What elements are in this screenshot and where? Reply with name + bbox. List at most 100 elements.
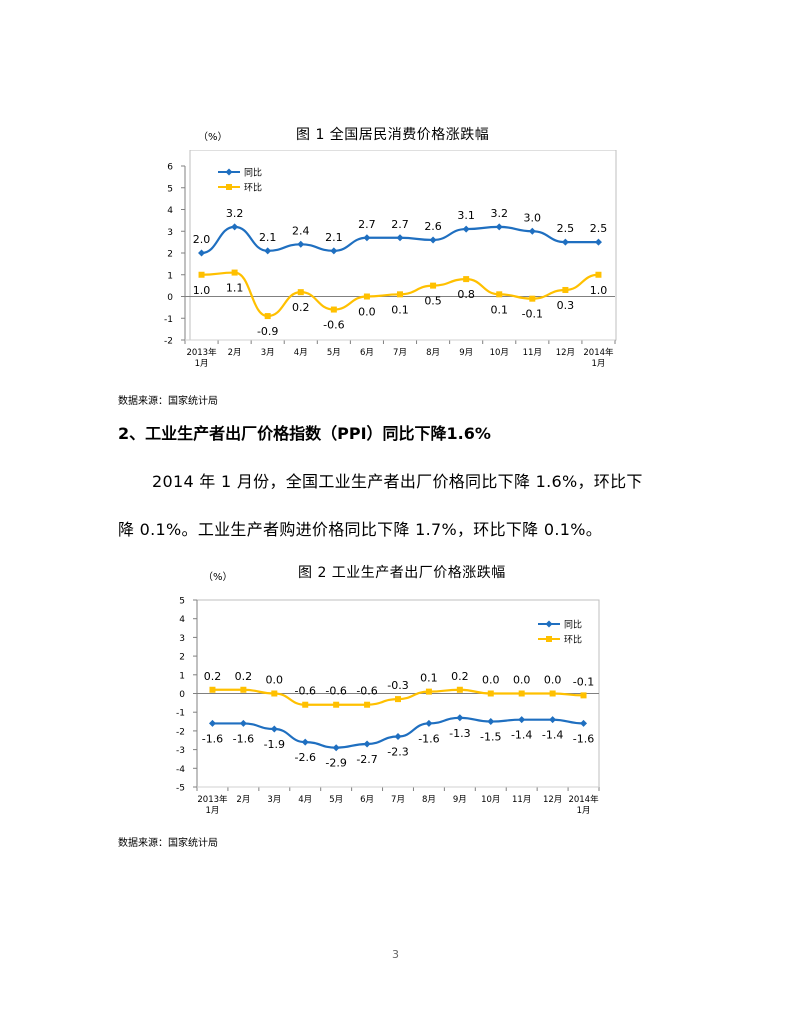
data-point: [394, 733, 402, 741]
data-label: 0.1: [391, 303, 409, 316]
data-label: 3.2: [490, 207, 508, 220]
y-tick-label: 3: [167, 228, 173, 238]
data-label: -0.1: [522, 308, 543, 321]
data-point: [528, 227, 536, 235]
data-point: [518, 716, 526, 724]
data-point: [231, 269, 238, 276]
paragraph-line-2: 降 0.1%。工业生产者购进价格同比下降 1.7%，环比下降 0.1%。: [118, 520, 603, 539]
chart1-svg: -2 -1 0 1 2 3 4 5 6 2013年 1月 2月 3月 4月 5月 6月 7月 8月 9月 10月 11月…: [164, 150, 617, 369]
data-label: 0.2: [451, 670, 469, 683]
chart1-unit: （%）: [198, 132, 228, 143]
x-tick-label: 2014年 1月: [583, 347, 614, 369]
legend-label: 同比: [564, 619, 582, 631]
data-point: [397, 291, 403, 298]
data-label: 0.1: [420, 672, 438, 685]
data-label: 0.2: [204, 670, 222, 683]
data-point: [239, 719, 247, 727]
y-tick-label: -5: [176, 784, 185, 794]
data-point: [549, 690, 556, 697]
data-point: [396, 234, 404, 242]
data-label: 2.7: [358, 218, 376, 231]
data-label: 0.8: [457, 288, 475, 301]
data-label: 0.2: [235, 670, 253, 683]
x-tick-label: 12月: [543, 795, 562, 805]
data-point: [264, 247, 272, 255]
chart2-svg: -5 -4 -3 -2 -1 0 1 2 3 4 5 2013年 1月 2月 3月 4月 5月 6月 7月 8月 9月 1…: [176, 597, 600, 816]
y-tick-label: -1: [176, 709, 185, 719]
y-tick-label: 5: [167, 184, 173, 194]
data-point: [301, 738, 309, 746]
data-label: -1.6: [233, 732, 254, 745]
legend-swatch-marker: [225, 168, 233, 176]
x-tick-label: 4月: [298, 795, 312, 805]
data-label: 2.5: [557, 222, 575, 235]
data-point: [580, 719, 588, 727]
data-label: -0.3: [387, 679, 408, 692]
y-tick-label: 0: [179, 690, 185, 700]
y-tick-label: -4: [176, 765, 185, 775]
chart2-title: 图 2 工业生产者出厂价格涨跌幅: [298, 565, 506, 581]
data-point: [561, 238, 569, 246]
section-heading: 2、工业生产者出厂价格指数（PPI）同比下降1.6%: [118, 424, 491, 443]
x-tick-label: 10月: [490, 348, 509, 358]
data-label: 2.5: [590, 222, 608, 235]
data-label: -1.6: [202, 732, 223, 745]
data-label: 0.3: [557, 299, 575, 312]
x-tick-label: 9月: [453, 795, 467, 805]
data-label: 0.5: [424, 295, 442, 308]
data-point: [549, 716, 557, 724]
data-point: [529, 295, 536, 302]
legend-label: 环比: [244, 182, 262, 194]
data-label: 0.0: [266, 674, 284, 687]
y-tick-label: -3: [176, 746, 185, 756]
y-tick-label: 2: [167, 250, 173, 260]
data-point: [518, 690, 525, 697]
data-label: 2.4: [292, 224, 310, 237]
data-label: 2.6: [424, 220, 442, 233]
y-tick-label: -2: [164, 337, 173, 347]
x-tick-label: 5月: [327, 348, 341, 358]
legend-swatch-marker: [545, 620, 553, 628]
data-label: -2.6: [294, 751, 315, 764]
data-point: [430, 282, 437, 289]
y-tick-label: 0: [167, 293, 173, 303]
data-label: -1.9: [264, 738, 285, 751]
y-tick-label: -1: [164, 315, 173, 325]
data-label: 3.0: [524, 211, 542, 224]
y-tick-label: 1: [179, 671, 185, 681]
y-tick-label: 4: [167, 206, 173, 216]
data-label: 0.1: [490, 303, 508, 316]
data-label: -0.6: [325, 685, 346, 698]
data-label: -1.4: [511, 729, 532, 742]
data-point: [463, 276, 470, 283]
data-point: [496, 291, 503, 298]
data-point: [332, 744, 340, 752]
x-tick-label: 2013年 1月: [197, 794, 228, 816]
y-tick-label: 1: [167, 271, 173, 281]
data-label: -1.4: [542, 729, 563, 742]
data-label: 2.7: [391, 218, 409, 231]
data-point: [580, 692, 587, 699]
data-point: [456, 714, 464, 722]
data-point: [363, 234, 371, 242]
data-point: [208, 719, 216, 727]
x-tick-label: 12月: [556, 348, 575, 358]
data-point: [487, 718, 495, 726]
chart1-title: 图 1 全国居民消费价格涨跌幅: [296, 127, 490, 143]
x-tick-label: 2014年 1月: [568, 794, 599, 816]
data-label: 1.0: [193, 284, 211, 297]
data-label: -1.6: [418, 732, 439, 745]
y-tick-label: 2: [179, 653, 185, 663]
data-label: 2.0: [193, 233, 211, 246]
data-label: -1.3: [449, 727, 470, 740]
data-label: 1.0: [590, 284, 608, 297]
data-point: [198, 249, 206, 257]
x-tick-label: 8月: [422, 795, 436, 805]
data-label: -0.6: [323, 319, 344, 332]
legend-swatch-marker: [226, 184, 232, 190]
data-point: [198, 271, 205, 278]
x-tick-label: 6月: [360, 795, 374, 805]
data-label: -0.6: [294, 685, 315, 698]
paragraph-line-1: 2014 年 1 月份，全国工业生产者出厂价格同比下降 1.6%，环比下: [152, 472, 643, 491]
data-label: 3.2: [226, 207, 244, 220]
